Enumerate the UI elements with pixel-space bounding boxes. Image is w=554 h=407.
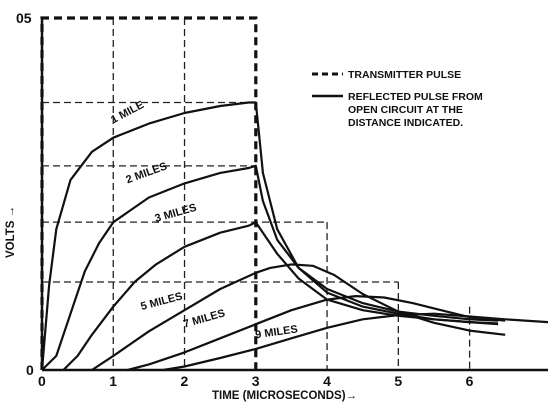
y-tick-label: 0 [26, 362, 34, 378]
curve-label-5-miles: 5 MILES [139, 290, 183, 313]
curve-9-miles [163, 312, 549, 372]
curve-1-mile [40, 101, 499, 371]
curve-label-7-miles: 7 MILES [182, 307, 226, 330]
x-tick-label: 0 [38, 373, 46, 389]
x-tick-label: 5 [394, 373, 402, 389]
legend-label-line: REFLECTED PULSE FROM [348, 91, 483, 103]
y-tick-label: 05 [16, 10, 32, 26]
x-axis-label: TIME (MICROSECONDS)→ [212, 390, 357, 402]
legend: TRANSMITTER PULSE REFLECTED PULSE FROM OP… [312, 69, 483, 129]
x-tick-label: 6 [466, 373, 474, 389]
curve-7-miles [127, 295, 506, 372]
x-tick-label: 3 [252, 373, 260, 389]
y-axis-label: VOLTS → [5, 206, 17, 258]
curve-5-miles [91, 263, 506, 371]
tick-labels: 0 1 2 3 4 5 6 0 05 [16, 10, 474, 389]
transmitter-pulse-line [40, 16, 258, 370]
x-tick-label: 1 [109, 373, 117, 389]
legend-label-line: DISTANCE INDICATED. [348, 117, 463, 129]
legend-label-transmitter-pulse: TRANSMITTER PULSE [348, 69, 461, 81]
guide-lines [42, 18, 471, 370]
curve-label-2-miles: 2 MILES [124, 160, 168, 186]
x-tick-label: 4 [323, 373, 331, 389]
x-tick-label: 2 [181, 373, 189, 389]
legend-label-line: OPEN CIRCUIT AT THE [348, 104, 463, 116]
legend-label-reflected-pulse: REFLECTED PULSE FROM OPEN CIRCUIT AT THE D… [348, 91, 483, 129]
transmitter-pulse-layer [40, 16, 258, 370]
curve-2-miles [41, 164, 499, 371]
reflected-pulse-curves [40, 101, 549, 372]
curve-label-9-miles: 9 MILES [255, 323, 299, 341]
